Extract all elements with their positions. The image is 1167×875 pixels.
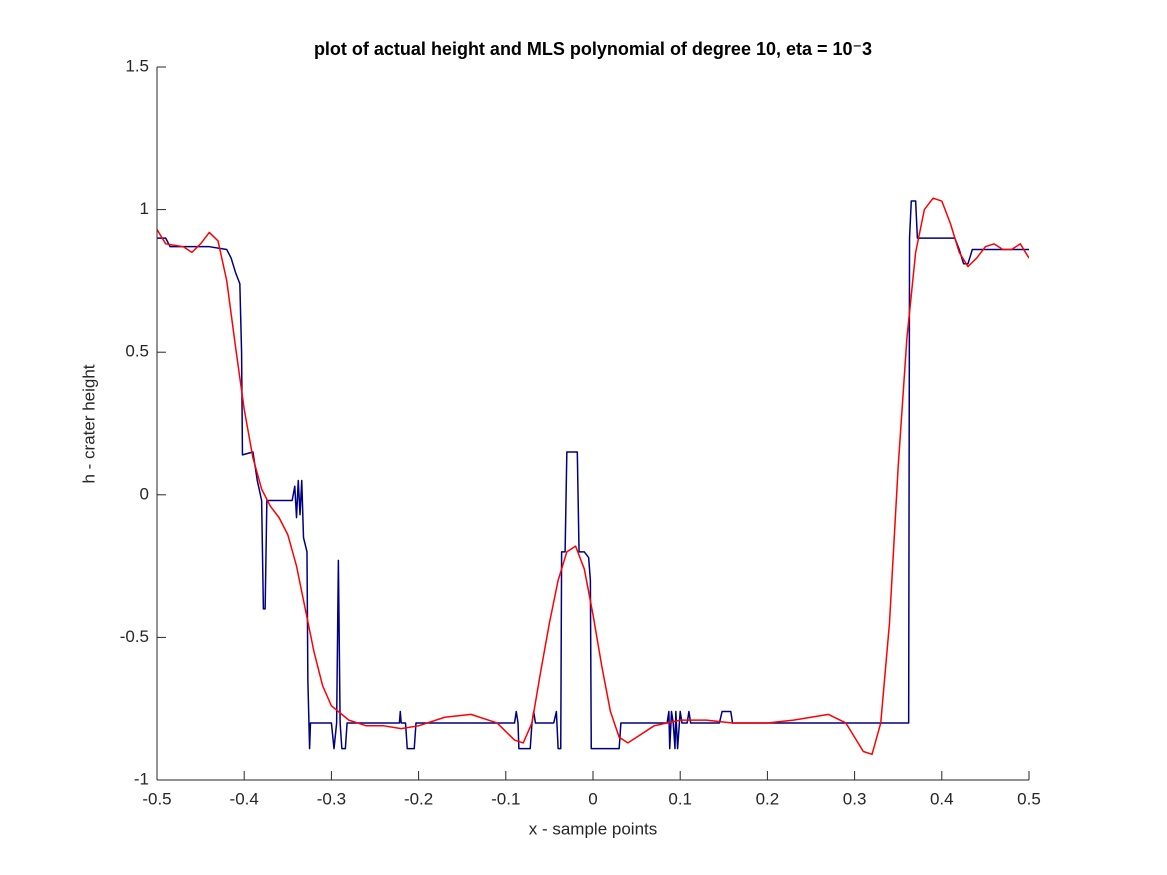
y-tick-label: 0.5 xyxy=(125,342,149,361)
y-axis-label: h - crater height xyxy=(79,364,98,483)
y-tick-label: -0.5 xyxy=(120,627,149,646)
series-line xyxy=(157,197,1029,756)
x-tick-label: -0.3 xyxy=(317,789,346,808)
x-tick-label: -0.1 xyxy=(491,789,520,808)
y-tick-label: 0 xyxy=(140,484,149,503)
x-tick-label: -0.2 xyxy=(404,789,433,808)
series-line xyxy=(157,200,1029,750)
y-tick-label: -1 xyxy=(134,769,149,788)
x-tick-label: 0.2 xyxy=(756,789,780,808)
x-tick-label: 0 xyxy=(588,789,597,808)
x-tick-label: -0.4 xyxy=(230,789,259,808)
y-tick-label: 1 xyxy=(140,199,149,218)
x-tick-label: 0.5 xyxy=(1017,789,1041,808)
chart-title: plot of actual height and MLS polynomial… xyxy=(314,39,872,59)
x-tick-label: -0.5 xyxy=(142,789,171,808)
plot-area xyxy=(157,197,1029,756)
x-tick-label: 0.3 xyxy=(843,789,867,808)
x-axis-label: x - sample points xyxy=(529,819,658,838)
x-tick-label: 0.4 xyxy=(930,789,954,808)
y-tick-label: 1.5 xyxy=(125,56,149,75)
x-tick-label: 0.1 xyxy=(668,789,692,808)
